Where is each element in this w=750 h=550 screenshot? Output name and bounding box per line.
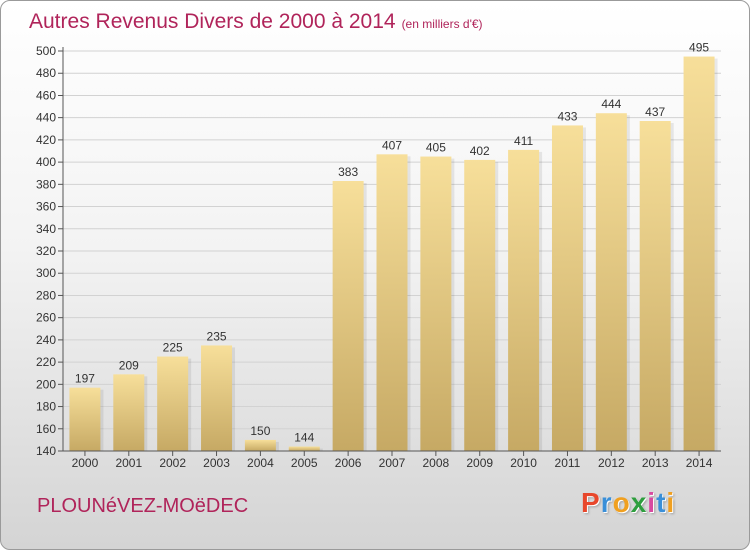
y-tick-label: 240 [36,333,56,347]
y-tick-label: 460 [36,88,56,102]
y-tick-label: 280 [36,288,56,302]
chart-title-text: Autres Revenus Divers de 2000 à 2014 [29,10,396,33]
bar-2013 [639,121,671,451]
value-label: 235 [207,329,227,343]
value-label: 444 [601,97,621,111]
x-tick-label: 2006 [335,456,362,470]
x-tick-label: 2012 [598,456,625,470]
value-label: 197 [75,372,95,386]
proxiti-letter: P [581,487,601,518]
bar-2010 [508,149,540,451]
y-tick-label: 340 [36,222,56,236]
bar-2005 [288,446,320,451]
x-tick-label: 2000 [72,456,99,470]
x-tick-label: 2003 [203,456,230,470]
value-label: 402 [470,144,490,158]
bar-2002 [157,356,189,451]
proxiti-letter: r [600,487,613,518]
value-label: 495 [689,41,709,55]
value-label: 383 [338,165,358,179]
y-tick-label: 380 [36,177,56,191]
x-tick-label: 2013 [642,456,669,470]
value-label: 150 [250,424,270,438]
proxiti-letter: o [612,487,631,518]
value-label: 144 [294,431,314,445]
x-tick-label: 2007 [379,456,406,470]
y-tick-label: 360 [36,200,56,214]
value-label: 225 [163,341,183,355]
bar-2012 [595,113,627,451]
bar-2001 [113,374,145,451]
y-tick-label: 260 [36,311,56,325]
y-tick-label: 400 [36,155,56,169]
bar-2003 [201,345,233,451]
bar-2011 [551,125,583,451]
bar-2014 [683,56,715,452]
proxiti-letter: i [647,487,657,518]
y-tick-label: 140 [36,444,56,458]
y-tick-label: 500 [36,44,56,58]
y-tick-label: 300 [36,266,56,280]
y-tick-label: 320 [36,244,56,258]
bar-2008 [420,156,452,452]
x-tick-label: 2008 [423,456,450,470]
x-tick-label: 2001 [115,456,142,470]
commune-name: PLOUNéVEZ-MOëDEC [37,495,249,517]
y-tick-label: 220 [36,355,56,369]
chart-title: Autres Revenus Divers de 2000 à 2014 (en … [29,10,483,34]
bar-2006 [332,181,364,451]
bar-2004 [244,439,276,451]
value-label: 437 [645,105,665,119]
proxiti-letter: i [666,487,676,518]
x-tick-label: 2011 [555,456,581,470]
bar-2007 [376,154,408,452]
y-tick-label: 180 [36,400,56,414]
value-label: 405 [426,141,446,155]
bar-2009 [464,159,496,451]
value-label: 209 [119,358,139,372]
value-label: 433 [557,109,577,123]
y-tick-label: 160 [36,422,56,436]
x-tick-label: 2009 [466,456,493,470]
x-tick-label: 2002 [159,456,186,470]
x-tick-label: 2004 [247,456,274,470]
proxiti-letter: t [656,487,667,518]
value-label: 411 [514,134,533,148]
y-tick-label: 480 [36,66,56,80]
chart-unit: (en milliers d'€) [401,17,483,31]
y-tick-label: 440 [36,111,56,125]
proxiti-logo[interactable]: Proxiti [581,487,675,519]
y-tick-label: 420 [36,133,56,147]
y-tick-label: 200 [36,377,56,391]
bar-2000 [69,387,101,451]
x-tick-label: 2005 [291,456,318,470]
x-tick-label: 2014 [686,456,713,470]
proxiti-letter: x [630,487,648,518]
x-tick-label: 2010 [510,456,537,470]
value-label: 407 [382,138,402,152]
